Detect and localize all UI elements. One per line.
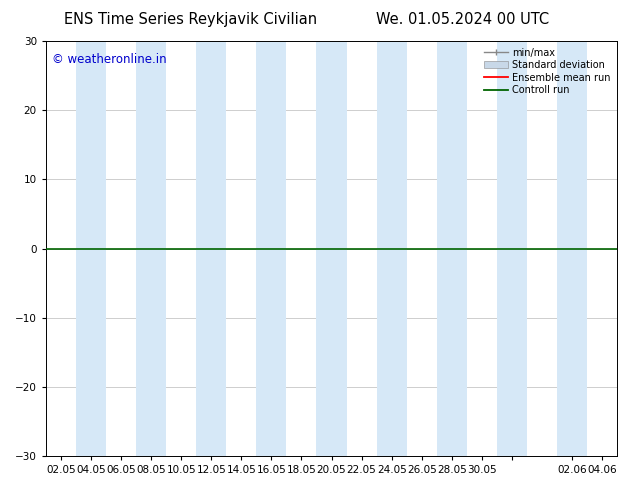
Bar (316, 41, 347, 456)
Bar (196, 41, 226, 456)
Bar (557, 41, 587, 456)
Legend: min/max, Standard deviation, Ensemble mean run, Controll run: min/max, Standard deviation, Ensemble me… (482, 46, 612, 97)
Bar (497, 41, 527, 456)
Bar (256, 41, 287, 456)
Text: © weatheronline.in: © weatheronline.in (51, 53, 166, 67)
Bar (437, 41, 467, 456)
Bar (76, 41, 106, 456)
Bar (377, 41, 406, 456)
Text: We. 01.05.2024 00 UTC: We. 01.05.2024 00 UTC (376, 12, 550, 27)
Text: ENS Time Series Reykjavik Civilian: ENS Time Series Reykjavik Civilian (63, 12, 317, 27)
Bar (136, 41, 166, 456)
